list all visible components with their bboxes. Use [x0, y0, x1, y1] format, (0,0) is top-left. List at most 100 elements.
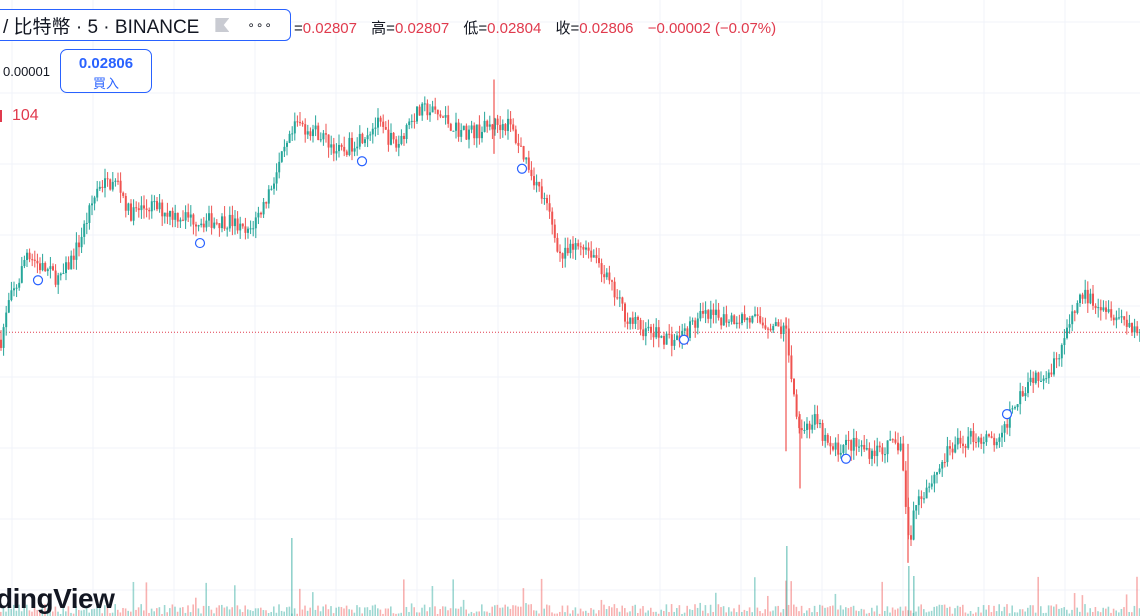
candle-body	[634, 316, 637, 324]
volume-bar	[959, 606, 961, 616]
volume-bar	[392, 613, 395, 616]
candle-body	[262, 202, 265, 215]
volume-bar	[322, 606, 324, 616]
volume-bar	[923, 609, 925, 616]
event-marker	[1001, 409, 1013, 420]
volume-bar	[187, 605, 189, 616]
volume-bar	[709, 604, 712, 616]
volume-bar	[338, 606, 340, 616]
ohlc-legend: =0.02807 高=0.02807 低=0.02804 收=0.02806 −…	[294, 17, 776, 38]
volume-bar	[608, 606, 610, 616]
symbol-title: / 比特幣 · 5 · BINANCE	[3, 16, 200, 38]
volume-bar	[897, 608, 899, 616]
volume-bar	[228, 609, 231, 616]
candle-body	[221, 216, 223, 229]
volume-bar	[941, 604, 943, 616]
candle-body	[525, 157, 528, 160]
volume-bar	[946, 607, 948, 616]
event-marker	[678, 334, 690, 345]
candle-body	[1047, 372, 1050, 379]
candle-body	[925, 487, 928, 499]
volume-bar	[761, 613, 764, 616]
candle-body	[439, 114, 442, 117]
volume-bar	[592, 609, 595, 616]
volume-bar	[67, 606, 70, 616]
candle-body	[590, 250, 593, 258]
volume-bar	[15, 610, 18, 616]
candle-body	[829, 442, 832, 447]
candle-body	[699, 311, 702, 319]
buy-button[interactable]: 0.02806 買入	[60, 49, 152, 93]
volume-bar	[345, 605, 348, 616]
candle-body	[832, 446, 834, 450]
candle-body	[876, 445, 879, 457]
volume-bar	[910, 610, 912, 616]
candle-body	[845, 439, 847, 445]
volume-bar	[564, 612, 566, 616]
candle-body	[670, 334, 673, 346]
candle-body	[145, 208, 148, 210]
candle-body	[964, 445, 967, 448]
close-label: 收=	[555, 20, 580, 37]
volume-bar	[1081, 595, 1084, 616]
candle-body	[878, 445, 881, 448]
volume-bar	[140, 604, 142, 616]
candle-body	[468, 129, 470, 140]
candle-body	[793, 378, 795, 395]
candle-body	[561, 253, 564, 259]
volume-bar	[553, 613, 556, 616]
volume-bar	[972, 613, 974, 616]
volume-bar	[855, 610, 857, 616]
candle-body	[761, 322, 764, 326]
volume-bar	[621, 605, 623, 616]
volume-bar	[741, 611, 743, 616]
candle-body	[299, 122, 301, 124]
volume-bar	[434, 606, 436, 616]
volume-bar	[106, 605, 109, 616]
volume-bar	[683, 612, 686, 616]
candle-body	[540, 186, 543, 199]
candle-body	[886, 440, 889, 455]
candle-body	[137, 208, 140, 211]
candle-body	[1027, 382, 1029, 394]
candle-body	[902, 443, 905, 471]
volume-bar	[738, 604, 740, 616]
candle-body	[15, 287, 18, 289]
candle-body	[1034, 372, 1037, 383]
candle-body	[1042, 378, 1045, 381]
candle-body	[361, 133, 364, 144]
volume-bar	[657, 613, 660, 616]
high-label: 高=	[371, 20, 395, 37]
volume-bar	[267, 613, 270, 616]
candle-body	[231, 214, 234, 227]
candle-body	[920, 496, 923, 500]
volume-bar	[184, 612, 187, 616]
candle-body	[826, 434, 829, 443]
more-dots-icon[interactable]: ∘∘∘	[247, 18, 273, 32]
flag-icon[interactable]	[215, 18, 230, 32]
candle-body	[197, 225, 200, 227]
tick-size-label: 0.00001	[3, 64, 50, 79]
candle-body	[839, 452, 842, 455]
candle-body	[998, 437, 1001, 442]
candle-body	[54, 270, 57, 285]
volume-bar	[605, 609, 608, 616]
candle-body	[873, 450, 876, 457]
candle-body	[494, 118, 496, 130]
volume-bar	[13, 604, 15, 616]
candle-body	[400, 135, 403, 144]
volume-bar	[197, 608, 200, 616]
candle-body	[1045, 378, 1048, 380]
volume-bar	[127, 610, 129, 616]
volume-bar	[1138, 608, 1140, 616]
volume-bar	[1060, 608, 1063, 616]
volume-bar	[413, 607, 415, 616]
candle-body	[780, 326, 782, 334]
volume-bar	[119, 612, 122, 616]
candle-body	[1024, 393, 1027, 397]
volume-bar	[676, 608, 678, 616]
symbol-title-box[interactable]: / 比特幣 · 5 · BINANCE ∘∘∘	[0, 9, 291, 41]
candle-body	[621, 297, 624, 304]
volume-bar	[314, 609, 317, 616]
